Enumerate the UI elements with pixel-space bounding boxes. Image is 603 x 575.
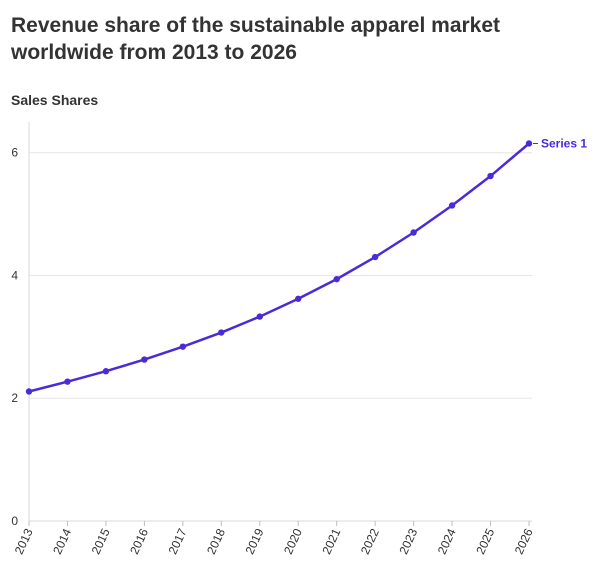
series-label: Series 1 (541, 136, 587, 150)
data-point (179, 343, 187, 350)
data-point (256, 313, 263, 320)
data-point (448, 202, 456, 209)
x-tick-label: 2019 (243, 526, 267, 556)
data-point (487, 172, 494, 180)
y-tick-label: 4 (11, 268, 18, 282)
chart-title: Revenue share of the sustainable apparel… (11, 14, 501, 64)
axes (28, 122, 532, 522)
data-point (295, 295, 302, 302)
series-group: Series 1 (25, 136, 587, 395)
x-tick-label: 2018 (204, 526, 228, 556)
gridlines (29, 152, 532, 399)
x-tick-label: 2016 (127, 526, 151, 556)
data-point (371, 253, 379, 261)
x-tick-label: 2022 (358, 526, 382, 556)
x-tick-label: 2020 (281, 526, 305, 556)
data-point (525, 140, 533, 147)
data-point (25, 388, 33, 395)
x-tick-label: 2023 (396, 526, 420, 556)
series-line (28, 142, 530, 393)
y-ticks: 0 2 4 6 (11, 146, 18, 528)
x-tick-label: 2024 (435, 526, 459, 556)
x-tick-label: 2015 (89, 526, 113, 556)
y-tick-label: 6 (11, 146, 18, 160)
x-tick-label: 2026 (512, 526, 536, 556)
y-axis-label: Sales Shares (11, 92, 99, 108)
y-tick-label: 0 (11, 514, 18, 528)
data-point (333, 275, 340, 283)
data-point (64, 378, 71, 385)
x-tick-label: 2013 (12, 526, 36, 556)
x-tick-label: 2021 (319, 526, 343, 556)
y-tick-label: 2 (11, 391, 18, 405)
x-tick-label: 2014 (50, 526, 74, 556)
x-tick-label: 2017 (166, 526, 190, 556)
x-tick-label: 2025 (473, 526, 497, 556)
data-point (410, 229, 417, 236)
data-point (102, 368, 110, 375)
x-ticks: 2013 2014 2015 2016 2017 2018 2019 2020 2021 2022… (12, 521, 536, 556)
data-point (141, 356, 148, 363)
data-point (218, 329, 225, 336)
